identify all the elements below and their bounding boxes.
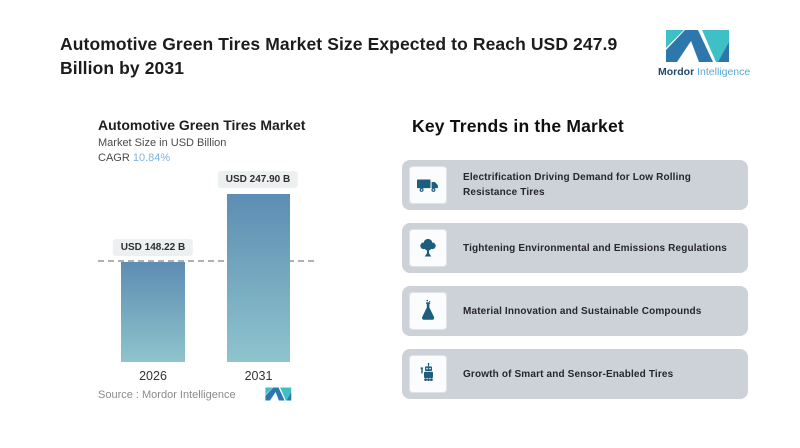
trend-card-regulations: Tightening Environmental and Emissions R… (402, 223, 748, 273)
chart-subtitle: Market Size in USD Billion (98, 137, 227, 149)
cagr-label: CAGR (98, 152, 130, 164)
chart-header: Automotive Green Tires Market Market Siz… (98, 117, 305, 164)
trend-cards: Electrification Driving Demand for Low R… (402, 160, 748, 399)
trend-card-smart-tires: Growth of Smart and Sensor-Enabled Tires (402, 349, 748, 399)
chart-title: Automotive Green Tires Market (98, 117, 306, 133)
flask-icon (409, 292, 447, 330)
mordor-logo-small-icon (265, 387, 292, 404)
robot-icon (409, 355, 447, 393)
trend-card-materials: Material Innovation and Sustainable Comp… (402, 286, 748, 336)
trend-card-electrification: Electrification Driving Demand for Low R… (402, 160, 748, 210)
bar-value-label-2031: USD 247.90 B (217, 171, 299, 188)
trends-heading: Key Trends in the Market (412, 116, 624, 136)
reference-dashed-line (98, 260, 314, 262)
x-axis-label-2031: 2031 (244, 369, 273, 383)
bar-2031 (227, 194, 290, 362)
chart-cagr: CAGR 10.84% (98, 152, 305, 164)
bar-chart: USD 148.22 B USD 247.90 B 2026 2031 (98, 170, 314, 400)
source-text: Source : Mordor Intelligence (98, 389, 236, 401)
trend-text: Material Innovation and Sustainable Comp… (463, 305, 702, 317)
page-title: Automotive Green Tires Market Size Expec… (60, 34, 618, 79)
trend-text: Tightening Environmental and Emissions R… (463, 242, 728, 254)
bar-2026 (121, 262, 185, 362)
brand-logo: Mordor Intelligence (658, 29, 751, 78)
bar-value-label-2026: USD 148.22 B (112, 239, 194, 256)
mordor-logo-icon (666, 30, 729, 62)
tree-icon (409, 229, 447, 267)
trend-text: Electrification Driving Demand for Low R… (463, 172, 692, 198)
trend-text: Growth of Smart and Sensor-Enabled Tires (463, 368, 674, 380)
brand-name: Mordor Intelligence (658, 66, 751, 78)
cagr-value: 10.84% (132, 152, 171, 164)
chart-source: Source : Mordor Intelligence (98, 387, 314, 404)
x-axis-label-2026: 2026 (139, 369, 167, 383)
truck-icon (409, 166, 447, 204)
